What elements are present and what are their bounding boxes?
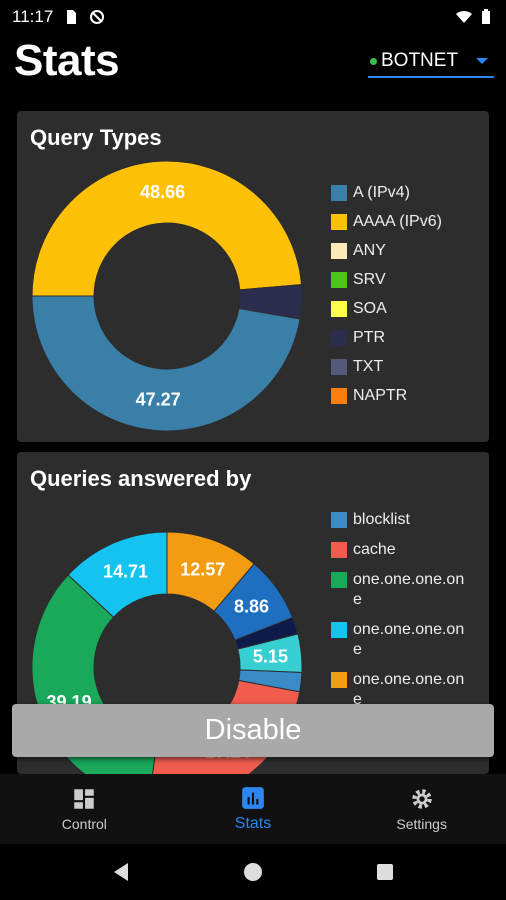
legend-label: ANY (353, 242, 386, 259)
legend-item[interactable]: ANY (331, 241, 469, 261)
donut-value-label: 5.15 (253, 646, 288, 666)
card-title: Query Types (30, 125, 162, 150)
query-types-card: Query Types 48.66 47.27 A (IPv4) AAAA (IPv… (17, 111, 489, 442)
status-bar: 11:17 (0, 0, 506, 34)
profile-dropdown[interactable]: BOTNET (368, 46, 494, 78)
legend-label: A (IPv4) (353, 184, 410, 201)
donut-value-label: 12.57 (180, 559, 225, 579)
legend-item[interactable]: blocklist (331, 510, 469, 530)
nav-item-stats[interactable]: Stats (169, 774, 338, 844)
legend-label: TXT (353, 358, 384, 375)
legend-label: SOA (353, 300, 387, 317)
legend-swatch (331, 214, 347, 230)
donut-value-label: 47.27 (136, 390, 181, 410)
query-types-legend: A (IPv4) AAAA (IPv6) ANY SRV SOA PTR TXT NAPTR (331, 183, 469, 415)
nav-label: Stats (234, 815, 272, 832)
legend-item[interactable]: TXT (331, 357, 469, 377)
legend-label: SRV (353, 271, 386, 288)
status-time: 11:17 (12, 7, 54, 26)
nav-label: Settings (396, 816, 447, 832)
card-title: Queries answered by (30, 466, 252, 491)
legend-item[interactable]: one.one.one.one (331, 570, 469, 610)
legend-swatch (331, 272, 347, 288)
back-icon[interactable] (110, 861, 132, 883)
sd-card-icon (67, 10, 77, 24)
page-title: Stats (14, 36, 120, 85)
legend-item[interactable]: NAPTR (331, 386, 469, 406)
legend-swatch (331, 512, 347, 528)
chevron-down-icon (476, 58, 488, 64)
legend-swatch (331, 542, 347, 558)
donut-slice[interactable] (67, 531, 168, 618)
dashboard-icon (74, 789, 95, 809)
profile-status-dot (370, 57, 377, 65)
legend-label: one.one.one.one (353, 671, 465, 708)
legend-label: NAPTR (353, 387, 408, 404)
home-icon[interactable] (242, 861, 264, 883)
legend-swatch (331, 185, 347, 201)
legend-swatch (331, 622, 347, 638)
legend-item[interactable]: one.one.one.one (331, 670, 469, 710)
legend-label: AAAA (IPv6) (353, 213, 442, 230)
donut-value-label: 48.66 (140, 182, 185, 202)
donut-slice[interactable] (31, 295, 301, 432)
legend-label: one.one.one.one (353, 621, 465, 658)
blocked-icon (90, 10, 105, 24)
system-navigation-bar (0, 844, 506, 900)
profile-label: BOTNET (381, 50, 459, 71)
legend-item[interactable]: SOA (331, 299, 469, 319)
legend-swatch (331, 672, 347, 688)
legend-label: PTR (353, 329, 385, 346)
disable-button[interactable]: Disable (12, 704, 494, 757)
battery-icon (482, 9, 490, 24)
recents-icon[interactable] (374, 861, 396, 883)
legend-item[interactable]: AAAA (IPv6) (331, 212, 469, 232)
legend-label: blocklist (353, 511, 410, 528)
legend-item[interactable]: SRV (331, 270, 469, 290)
donut-value-label: 14.71 (103, 562, 148, 582)
bottom-navigation: Control Stats Settings (0, 774, 506, 844)
legend-label: cache (353, 541, 396, 558)
legend-item[interactable]: PTR (331, 328, 469, 348)
legend-swatch (331, 330, 347, 346)
legend-item[interactable]: cache (331, 540, 469, 560)
donut-value-label: 8.86 (234, 596, 269, 616)
bar-chart-icon (242, 787, 264, 809)
legend-swatch (331, 572, 347, 588)
legend-item[interactable]: A (IPv4) (331, 183, 469, 203)
legend-label: one.one.one.one (353, 571, 465, 608)
gear-icon (411, 789, 432, 809)
wifi-icon (456, 10, 472, 23)
legend-item[interactable]: one.one.one.one (331, 620, 469, 660)
nav-item-settings[interactable]: Settings (337, 774, 506, 844)
legend-swatch (331, 301, 347, 317)
legend-swatch (331, 388, 347, 404)
query-types-donut-chart: 48.66 47.27 (31, 160, 303, 432)
nav-item-control[interactable]: Control (0, 774, 169, 844)
donut-slice[interactable] (31, 160, 303, 297)
legend-swatch (331, 243, 347, 259)
nav-label: Control (61, 816, 107, 832)
legend-swatch (331, 359, 347, 375)
